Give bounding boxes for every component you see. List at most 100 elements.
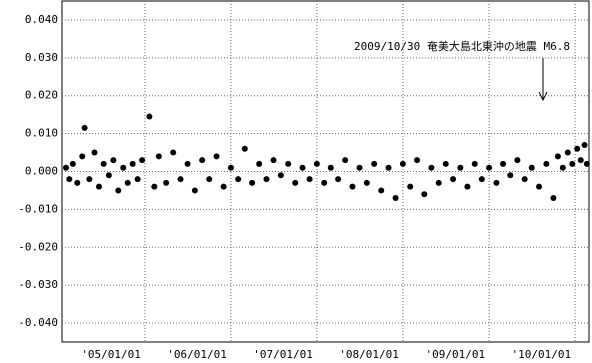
point [399, 160, 406, 167]
point [299, 164, 306, 171]
point [327, 164, 334, 171]
point [249, 179, 256, 186]
point [146, 113, 153, 120]
point [581, 141, 588, 148]
y-tick-label: -0.010 [18, 202, 58, 215]
point [500, 160, 507, 167]
point [536, 183, 543, 190]
point [91, 149, 98, 156]
point [428, 164, 435, 171]
point [110, 157, 117, 164]
point [227, 164, 234, 171]
point [199, 157, 206, 164]
point [86, 176, 93, 183]
point [63, 164, 70, 171]
y-tick-label: -0.030 [18, 278, 58, 291]
arrow-head [538, 91, 548, 102]
point [371, 160, 378, 167]
point [564, 149, 571, 156]
point [170, 149, 177, 156]
point [292, 179, 299, 186]
point [263, 176, 270, 183]
x-tick-label: '06/01/01 [167, 348, 227, 361]
point [256, 160, 263, 167]
point [100, 160, 107, 167]
point [559, 164, 566, 171]
point [442, 160, 449, 167]
point [583, 160, 590, 167]
point [435, 179, 442, 186]
point [450, 176, 457, 183]
y-tick-label: -0.020 [18, 240, 58, 253]
point [528, 164, 535, 171]
point [151, 183, 158, 190]
point [220, 183, 227, 190]
point [313, 160, 320, 167]
point [392, 195, 399, 202]
point [363, 179, 370, 186]
point [335, 176, 342, 183]
point [421, 191, 428, 198]
y-tick-label: 0.030 [25, 51, 58, 64]
point [321, 179, 328, 186]
point [554, 153, 561, 160]
point [478, 176, 485, 183]
point [129, 160, 136, 167]
point [241, 145, 248, 152]
x-tick-label: '08/01/01 [339, 348, 399, 361]
point [486, 164, 493, 171]
point [342, 157, 349, 164]
y-tick-label: -0.040 [18, 316, 58, 329]
point [105, 172, 112, 179]
point [277, 172, 284, 179]
point [550, 195, 557, 202]
y-tick-label: 0.010 [25, 127, 58, 140]
annotation: 2009/10/30 奄美大島北東沖の地震 M6.8 [354, 39, 570, 53]
point [407, 183, 414, 190]
point [177, 176, 184, 183]
point [270, 157, 277, 164]
point [120, 164, 127, 171]
point [79, 153, 86, 160]
point [184, 160, 191, 167]
point [206, 176, 213, 183]
point [306, 176, 313, 183]
point [66, 176, 73, 183]
point [493, 179, 500, 186]
x-tick-label: '10/01/01 [511, 348, 571, 361]
point [414, 157, 421, 164]
point [464, 183, 471, 190]
point [285, 160, 292, 167]
x-tick-label: '09/01/01 [426, 348, 486, 361]
point [124, 179, 131, 186]
point [457, 164, 464, 171]
point [139, 157, 146, 164]
point [235, 176, 242, 183]
point [471, 160, 478, 167]
point [163, 179, 170, 186]
point [543, 160, 550, 167]
x-tick-label: '05/01/01 [81, 348, 141, 361]
point [213, 153, 220, 160]
point [69, 160, 76, 167]
y-tick-label: 0.040 [25, 13, 58, 26]
x-tick-label: '07/01/01 [253, 348, 313, 361]
point [378, 187, 385, 194]
point [74, 179, 81, 186]
y-tick-label: 0.000 [25, 165, 58, 178]
point [521, 176, 528, 183]
point [115, 187, 122, 194]
point [134, 176, 141, 183]
point [385, 164, 392, 171]
point [569, 160, 576, 167]
point [574, 145, 581, 152]
point [514, 157, 521, 164]
y-tick-label: 0.020 [25, 89, 58, 102]
point [81, 124, 88, 131]
point [191, 187, 198, 194]
point [577, 157, 584, 164]
point [95, 183, 102, 190]
point [356, 164, 363, 171]
